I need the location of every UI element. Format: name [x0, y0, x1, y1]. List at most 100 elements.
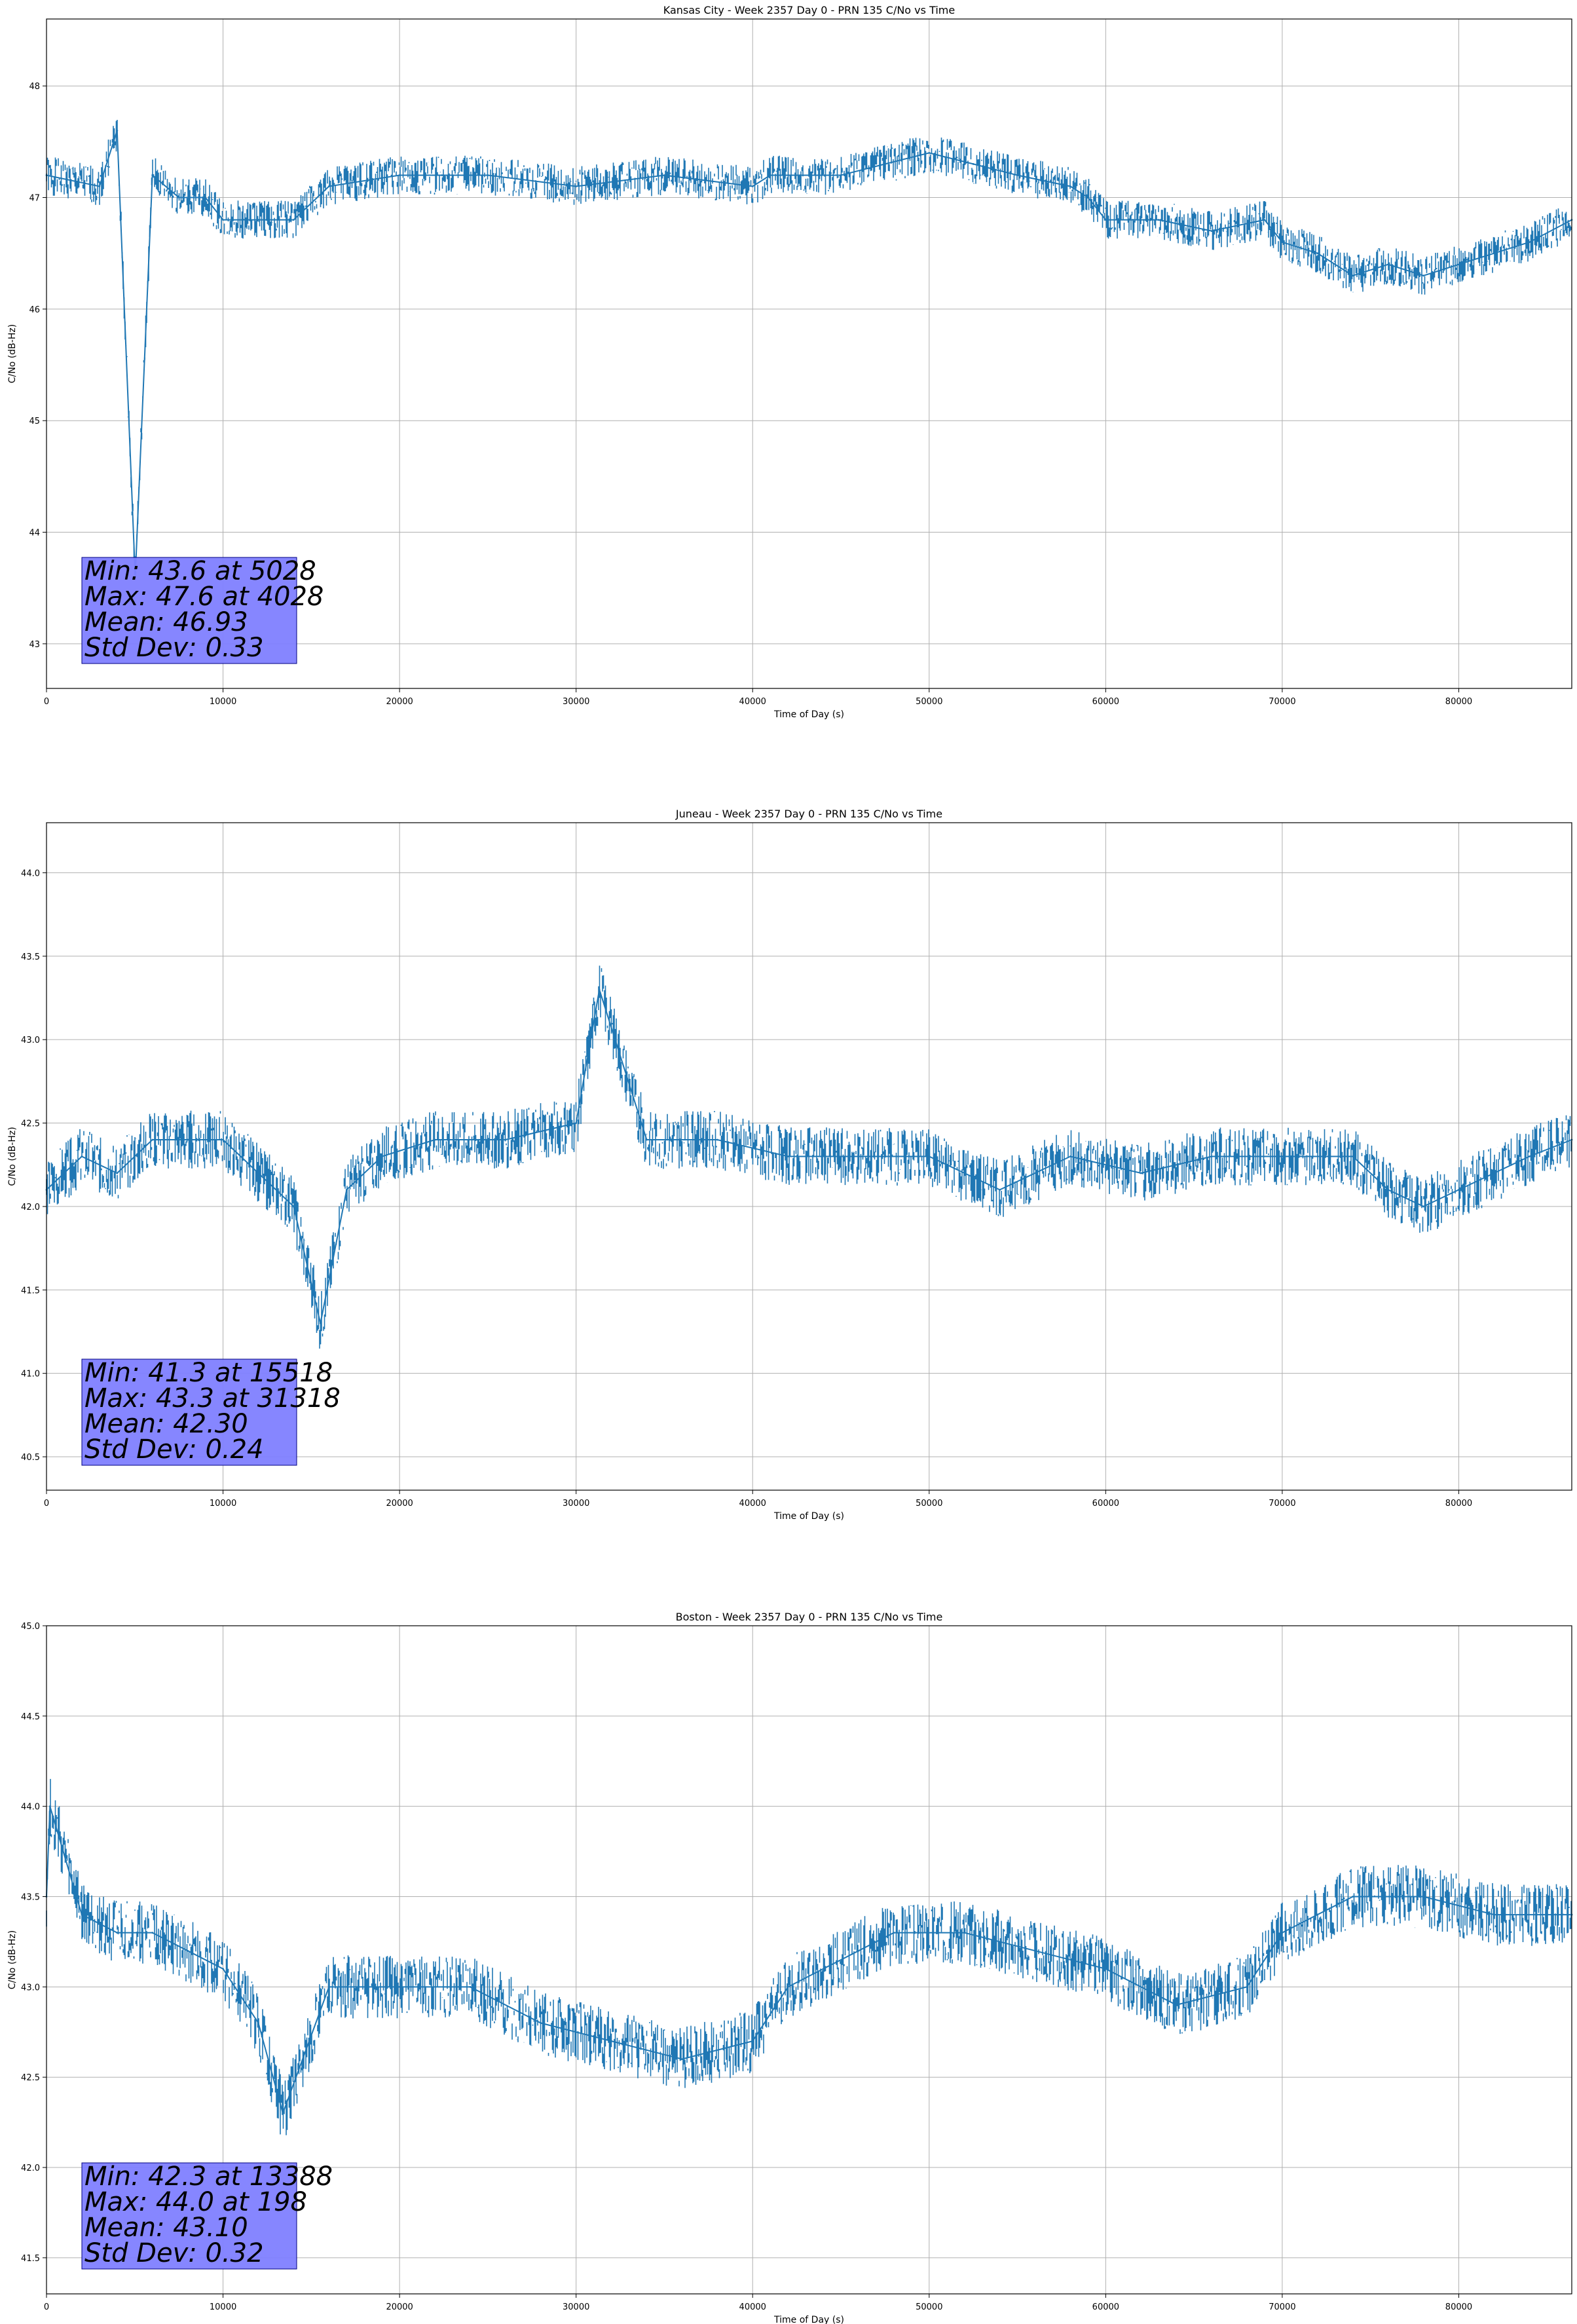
data-point: [575, 1122, 578, 1124]
stats-line: Max: 47.6 at 4028: [84, 582, 324, 612]
x-tick-label: 70000: [1269, 2302, 1295, 2312]
x-axis-label: Time of Day (s): [773, 709, 844, 720]
data-point: [177, 197, 180, 198]
data-point: [487, 174, 489, 176]
grid: [46, 19, 1572, 688]
x-tick-label: 40000: [739, 697, 766, 707]
data-point: [999, 1189, 1001, 1191]
data-point: [610, 2040, 612, 2042]
data-point: [1157, 219, 1160, 221]
data-point: [98, 185, 101, 187]
stats-line: Std Dev: 0.24: [84, 1434, 264, 1465]
y-tick-label: 48: [29, 82, 40, 92]
stats-line: Min: 42.3 at 13388: [84, 2162, 333, 2192]
x-tick-label: 30000: [563, 1499, 589, 1509]
data-point: [1175, 2004, 1178, 2006]
data-point: [1016, 174, 1018, 176]
data-point: [857, 1949, 860, 1952]
y-tick-label: 44.5: [21, 1712, 40, 1722]
series-noise: [46, 120, 1572, 575]
data-point: [222, 1138, 224, 1141]
x-tick-label: 20000: [386, 2302, 413, 2312]
data-point: [434, 1138, 436, 1141]
data-point: [928, 1155, 931, 1157]
x-tick-label: 60000: [1092, 2302, 1119, 2312]
data-point: [81, 1913, 83, 1916]
y-tick-label: 45: [29, 417, 40, 426]
data-point: [504, 1138, 507, 1141]
data-point: [681, 2058, 683, 2061]
stats-box: [81, 1359, 297, 1466]
stats-box: [81, 2162, 297, 2270]
data-point: [1281, 1932, 1284, 1934]
x-tick-label: 0: [44, 697, 49, 707]
data-point: [857, 1155, 860, 1157]
chart-title: Kansas City - Week 2357 Day 0 - PRN 135 …: [663, 4, 955, 16]
data-point: [204, 197, 207, 198]
stats-line: Min: 43.6 at 5028: [84, 556, 316, 586]
chart-3: 0 10000 20000 30000 40000 50000 60000 70000 8000…: [7, 1611, 1573, 2324]
x-tick-label: 0: [44, 2302, 49, 2312]
y-tick-label: 41.5: [21, 1286, 40, 1296]
data-point: [327, 1985, 330, 1988]
data-point: [292, 1205, 295, 1208]
x-axis-label: Time of Day (s): [773, 2315, 844, 2324]
y-tick-label: 44.0: [21, 869, 40, 878]
y-tick-label: 46: [29, 305, 40, 315]
data-point: [187, 1138, 189, 1141]
data-point: [1387, 263, 1390, 266]
data-point: [1528, 1155, 1531, 1157]
y-tick-label: 47: [29, 194, 40, 204]
data-point: [380, 1155, 383, 1157]
x-tick-label: 80000: [1445, 697, 1472, 707]
data-point: [1281, 241, 1284, 244]
stats-box: [81, 557, 297, 664]
data-point: [716, 1138, 718, 1141]
data-point: [257, 1172, 259, 1174]
y-tick-label: 43.5: [21, 1893, 40, 1903]
data-point: [787, 1155, 789, 1157]
data-point: [292, 219, 295, 221]
x-tick-label: 70000: [1269, 697, 1295, 707]
series-group: [45, 120, 1573, 578]
data-point: [48, 1805, 51, 1808]
data-point: [646, 1138, 648, 1141]
data-point: [1210, 230, 1213, 233]
data-point: [1528, 241, 1531, 244]
x-tick-label: 20000: [386, 1499, 413, 1509]
y-tick-label: 43.0: [21, 1036, 40, 1045]
stats-line: Max: 44.0 at 198: [84, 2187, 307, 2217]
x-tick-label: 60000: [1092, 1499, 1119, 1509]
plot-area-frame: [46, 822, 1572, 1491]
data-point: [963, 1172, 966, 1174]
data-point: [928, 152, 931, 154]
data-point: [972, 163, 974, 165]
y-tick-label: 42.5: [21, 2073, 40, 2083]
x-tick-label: 50000: [916, 2302, 942, 2312]
data-point: [1069, 185, 1071, 187]
data-point: [1387, 1189, 1390, 1191]
data-point: [769, 174, 771, 176]
y-tick-label: 42.0: [21, 2164, 40, 2173]
data-point: [1087, 197, 1089, 198]
y-axis-label: C/No (dB-Hz): [7, 1930, 18, 1989]
data-point: [282, 2112, 284, 2114]
data-point: [257, 2022, 259, 2024]
x-tick-label: 50000: [916, 697, 942, 707]
data-point: [1458, 1189, 1460, 1191]
y-axis-label: C/No (dB-Hz): [7, 1127, 18, 1186]
data-point: [1422, 274, 1424, 277]
plot-area-frame: [46, 18, 1572, 689]
data-point: [751, 185, 754, 187]
data-point: [1493, 1913, 1495, 1916]
grid: [46, 1625, 1572, 2294]
data-point: [884, 163, 886, 165]
y-tick-label: 43.5: [21, 952, 40, 962]
x-tick-label: 80000: [1445, 1499, 1472, 1509]
data-point: [1210, 1155, 1213, 1157]
data-point: [398, 174, 401, 176]
data-point: [345, 1189, 348, 1191]
y-tick-label: 42.0: [21, 1203, 40, 1212]
data-point: [151, 1138, 154, 1141]
x-tick-label: 30000: [563, 697, 589, 707]
